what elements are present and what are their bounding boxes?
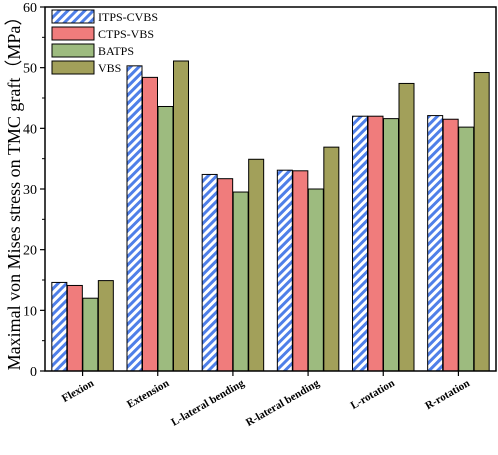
bar-vbs [323,146,340,372]
bar-vbs [97,280,114,372]
y-tick-label: 20 [23,244,37,259]
legend: ITPS-CVBS CTPS-VBS BATPS VBS [51,9,158,75]
bars [51,60,490,372]
category-label: Flexion [60,377,96,405]
tick-labels: 0 10 20 30 40 50 60 [23,1,460,380]
y-tick-label: 0 [30,365,37,380]
bar-batps [157,105,174,372]
legend-label: ITPS-CVBS [98,10,158,24]
bar-ctps-vbs [292,170,309,372]
category-label: Extension [125,377,171,411]
category-label: R-lateral bending [244,377,322,429]
legend-swatch [51,9,95,24]
category-label: L-lateral bending [169,377,247,429]
legend-label: VBS [98,61,121,75]
y-tick-label: 10 [23,304,37,319]
bar-batps [82,297,99,372]
legend-swatch [51,26,95,41]
bar-batps [307,188,324,372]
legend-label: BATPS [98,44,134,58]
bar-vbs [248,158,265,372]
bar-itps-cvbs [126,65,143,372]
category-label: L-rotation [349,377,397,412]
category-label: R-rotation [423,377,472,412]
y-tick-label: 30 [23,183,37,198]
bar-itps-cvbs [427,115,444,372]
bar-vbs [473,72,490,372]
bar-itps-cvbs [352,115,368,372]
bar-batps [232,191,249,372]
bar-ctps-vbs [66,284,83,372]
y-tick-label: 40 [23,122,37,137]
bar-batps [383,118,399,372]
bar-ctps-vbs [142,76,158,372]
legend-swatch [51,43,95,58]
bar-ctps-vbs [217,178,234,372]
y-tick-label: 60 [23,1,37,16]
bar-vbs [173,60,189,372]
bar-ctps-vbs [442,118,459,372]
y-axis-title: Maximal von Mises stress on TMC graft（MP… [4,8,24,371]
legend-label: CTPS-VBS [98,27,154,41]
bar-ctps-vbs [367,115,384,372]
bar-itps-cvbs [276,169,293,372]
bar-batps [458,126,475,372]
bar-itps-cvbs [201,173,218,372]
bar-vbs [398,82,415,372]
y-tick-label: 50 [23,62,37,77]
legend-swatch [51,60,95,75]
bar-itps-cvbs [51,281,68,372]
